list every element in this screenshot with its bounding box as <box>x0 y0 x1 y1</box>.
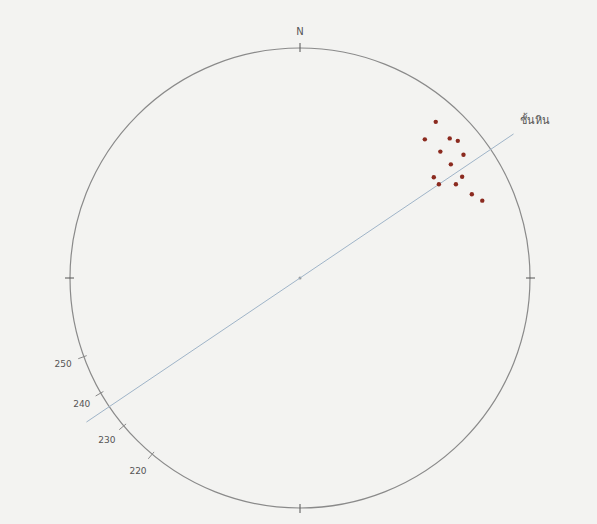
azimuth-tick <box>148 452 154 459</box>
pole <box>434 120 438 124</box>
pole <box>448 136 452 140</box>
azimuth-tick <box>78 356 86 359</box>
pole <box>454 182 458 186</box>
cardinal-tick <box>300 504 301 513</box>
pole <box>460 174 464 178</box>
cardinal-tick <box>526 278 535 279</box>
pole <box>456 139 460 143</box>
primitive-circle <box>70 48 530 508</box>
azimuth-label: 230 <box>98 435 115 445</box>
pole <box>437 182 441 186</box>
pole <box>449 162 453 166</box>
azimuth-tick <box>119 424 126 430</box>
pole <box>432 175 436 179</box>
north-label: N <box>296 26 303 37</box>
pole <box>470 192 474 196</box>
plane-label: ชั้นหิน <box>520 112 550 127</box>
pole <box>423 137 427 141</box>
azimuth-label: 220 <box>129 466 146 476</box>
chart: N 250 240 230 220 ชั้นหิน <box>0 0 597 524</box>
azimuth-label: 250 <box>55 359 72 369</box>
cardinal-tick <box>300 43 301 52</box>
poles <box>423 120 485 203</box>
azimuth-label: 240 <box>73 399 90 409</box>
cardinal-tick <box>65 278 74 279</box>
pole <box>438 149 442 153</box>
azimuth-ticks: 250 240 230 220 <box>55 356 154 476</box>
pole <box>480 198 484 202</box>
azimuth-tick <box>96 392 104 397</box>
plane-line <box>86 134 513 422</box>
pole <box>461 153 465 157</box>
